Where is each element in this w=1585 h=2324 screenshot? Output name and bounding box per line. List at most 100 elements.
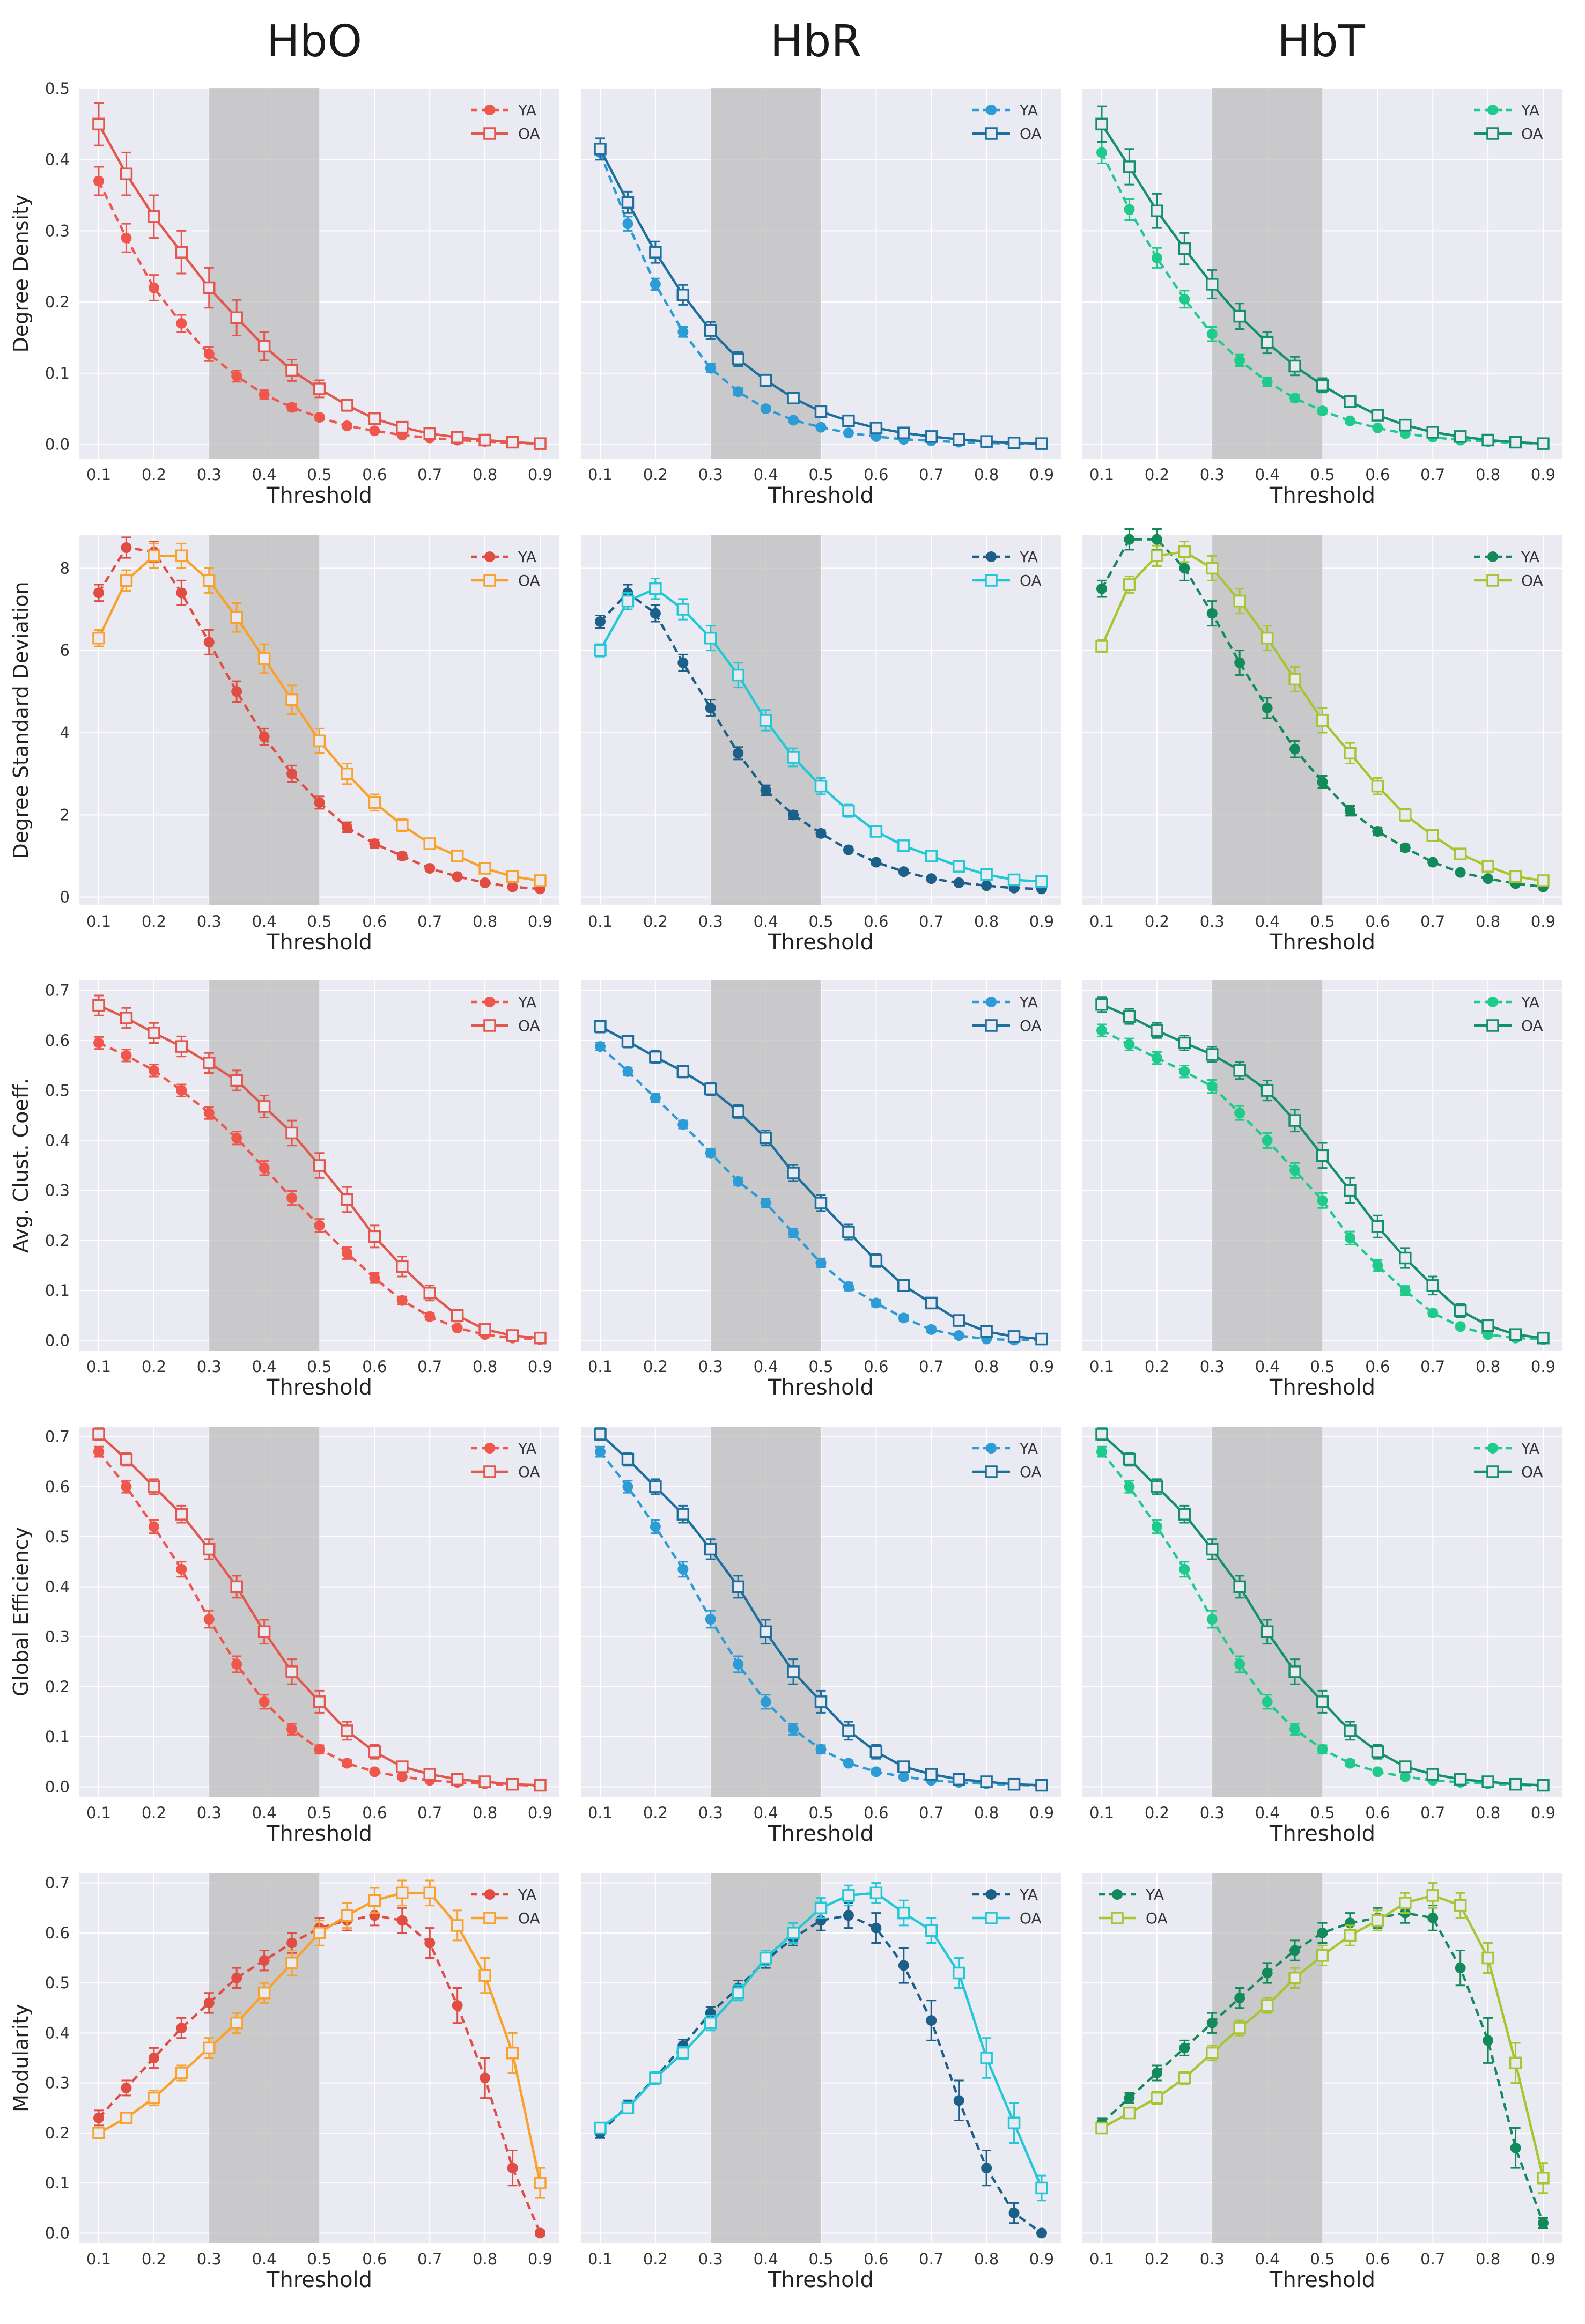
data-point-ya <box>231 371 242 382</box>
data-point-ya <box>843 427 854 439</box>
data-point-ya <box>1234 1108 1245 1119</box>
x-tick-label: 0.9 <box>528 1357 552 1376</box>
data-point-ya <box>1008 2208 1020 2219</box>
data-point-oa <box>952 1966 965 1980</box>
data-point-oa <box>952 1314 965 1327</box>
data-point-oa <box>285 1957 298 1969</box>
data-point-ya <box>1262 703 1273 713</box>
panel-0-2: 0.1 0.2 0.3 0.4 0.5 0.6 0.7 0.8 0.9 Threshold YA OA <box>1082 88 1562 508</box>
x-tick-label: 0.6 <box>864 1357 888 1376</box>
data-point-oa <box>1344 1724 1357 1737</box>
legend-marker-ya <box>986 1889 997 1900</box>
legend-label-ya: YA <box>518 1886 536 1904</box>
data-point-ya <box>452 2000 463 2011</box>
data-point-oa <box>814 1901 828 1915</box>
data-point-oa <box>1007 1777 1021 1791</box>
y-tick-label: 0.2 <box>45 293 70 311</box>
data-point-oa <box>759 1625 772 1639</box>
x-axis-title: Threshold <box>768 1821 874 1846</box>
data-point-oa <box>368 412 381 425</box>
data-point-oa <box>203 2041 216 2055</box>
x-tick-label: 0.4 <box>1255 2250 1280 2268</box>
data-point-ya <box>871 857 882 868</box>
data-point-oa <box>704 1543 717 1556</box>
data-point-ya <box>452 1323 463 1334</box>
data-point-oa <box>368 1230 381 1243</box>
x-tick-label: 0.3 <box>197 1804 222 1822</box>
y-tick-label: 0.6 <box>45 1924 70 1942</box>
data-point-oa <box>396 1260 409 1273</box>
data-point-oa <box>1426 829 1439 842</box>
data-point-ya <box>176 1563 187 1575</box>
x-axis-title: Threshold <box>266 1821 372 1846</box>
data-point-ya <box>396 851 408 861</box>
legend-label-ya: YA <box>1521 548 1539 566</box>
data-point-oa <box>1178 545 1191 558</box>
x-tick-label: 0.7 <box>919 1357 943 1376</box>
data-point-oa <box>704 324 717 337</box>
x-tick-label: 0.2 <box>643 466 668 484</box>
data-point-oa <box>451 431 464 444</box>
legend-label-oa: OA <box>1020 125 1042 143</box>
data-point-oa <box>257 340 271 353</box>
data-point-ya <box>176 318 187 329</box>
legend-marker-ya <box>1487 551 1498 562</box>
x-tick-label: 0.7 <box>919 912 943 931</box>
data-point-ya <box>341 420 352 431</box>
data-point-oa <box>1316 714 1329 727</box>
x-tick-label: 0.1 <box>588 1357 613 1376</box>
data-point-ya <box>1317 1744 1328 1755</box>
data-point-oa <box>368 1894 381 1907</box>
data-point-oa <box>203 1543 216 1556</box>
x-tick-label: 0.8 <box>473 2250 497 2268</box>
legend-marker-oa <box>1486 574 1499 587</box>
data-point-ya <box>369 838 380 849</box>
data-point-ya <box>1399 1285 1411 1296</box>
data-point-oa <box>897 839 910 852</box>
data-point-oa <box>396 818 409 832</box>
data-point-ya <box>1124 1039 1135 1050</box>
x-tick-label: 0.2 <box>142 1804 166 1822</box>
data-point-oa <box>1509 1777 1522 1791</box>
data-point-ya <box>424 1937 436 1949</box>
data-point-ya <box>286 768 298 779</box>
data-point-ya <box>203 1997 215 2009</box>
data-point-oa <box>341 1724 353 1737</box>
data-point-oa <box>203 1057 216 1069</box>
x-tick-label: 0.9 <box>1029 466 1054 484</box>
y-tick-label: 0.0 <box>45 2224 70 2242</box>
legend-marker-oa <box>483 574 496 587</box>
data-point-oa <box>759 374 772 387</box>
legend-marker-ya <box>1487 105 1498 115</box>
shaded-region <box>209 1873 320 2243</box>
legend-marker-ya <box>1487 1443 1498 1454</box>
x-tick-label: 0.2 <box>1145 466 1169 484</box>
panel-2-2: 0.1 0.2 0.3 0.4 0.5 0.6 0.7 0.8 0.9 Threshold YA OA <box>1082 980 1562 1400</box>
data-point-oa <box>594 2121 607 2135</box>
x-tick-label: 0.1 <box>588 2250 613 2268</box>
legend-label-oa: OA <box>1146 1909 1168 1927</box>
x-tick-label: 0.8 <box>1476 1804 1500 1822</box>
data-point-ya <box>259 1696 270 1707</box>
data-point-ya <box>231 1658 242 1670</box>
y-tick-label: 0.5 <box>45 1974 70 1992</box>
x-tick-label: 0.9 <box>1029 912 1054 931</box>
data-point-oa <box>980 2052 993 2064</box>
panel-2-1: 0.1 0.2 0.3 0.4 0.5 0.6 0.7 0.8 0.9 Threshold YA OA <box>581 980 1061 1400</box>
data-point-oa <box>1537 437 1550 450</box>
data-point-oa <box>230 611 243 624</box>
legend-label-oa: OA <box>1020 1909 1042 1927</box>
data-point-oa <box>1206 562 1219 575</box>
data-point-oa <box>1095 117 1108 131</box>
data-point-oa <box>1233 594 1246 608</box>
x-tick-label: 0.4 <box>754 2250 778 2268</box>
data-point-oa <box>1095 1428 1108 1441</box>
data-point-ya <box>341 1758 352 1769</box>
data-point-oa <box>257 1100 271 1113</box>
legend-marker-oa <box>1486 1465 1499 1478</box>
x-tick-label: 0.9 <box>528 466 552 484</box>
legend-marker-ya <box>986 997 997 1007</box>
data-point-ya <box>314 1220 325 1231</box>
data-point-oa <box>1260 631 1274 645</box>
data-point-oa <box>1316 1149 1329 1162</box>
